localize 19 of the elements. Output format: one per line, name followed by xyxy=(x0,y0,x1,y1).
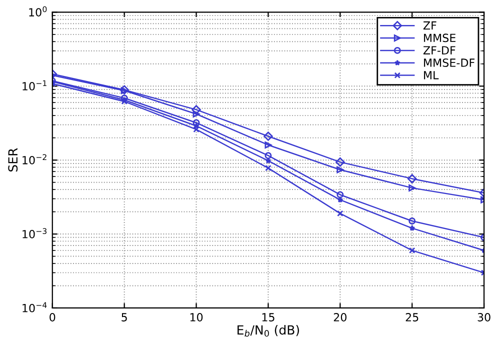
x-tick-label: 25 xyxy=(406,313,418,322)
x-axis-title: E$_{b}$/N$_{0}$ (dB) xyxy=(238,324,300,337)
x-tick-label: 15 xyxy=(262,313,274,322)
x-tick-label: 30 xyxy=(478,313,490,322)
y-tick-label: 10$^{−4}$ xyxy=(22,302,47,312)
legend-label: MMSE-DF xyxy=(424,58,474,67)
y-tick-label: 10$^{−2}$ xyxy=(22,154,46,164)
x-tick-label: 10 xyxy=(190,313,203,322)
legend-label: ZF-DF xyxy=(423,46,456,54)
x-tick-label: 0 xyxy=(50,313,56,322)
y-tick-label: 10$^{−1}$ xyxy=(22,80,46,90)
y-axis-title: SER xyxy=(8,148,18,172)
y-tick-label: 10$^{−3}$ xyxy=(22,228,47,238)
legend-label: MMSE xyxy=(424,34,456,42)
y-tick-label: 10$^{0}$ xyxy=(29,6,47,16)
legend-label: ML xyxy=(424,71,439,80)
x-tick-label: 20 xyxy=(334,313,346,322)
legend-label: ZF xyxy=(423,21,436,30)
x-tick-label: 5 xyxy=(122,313,127,322)
